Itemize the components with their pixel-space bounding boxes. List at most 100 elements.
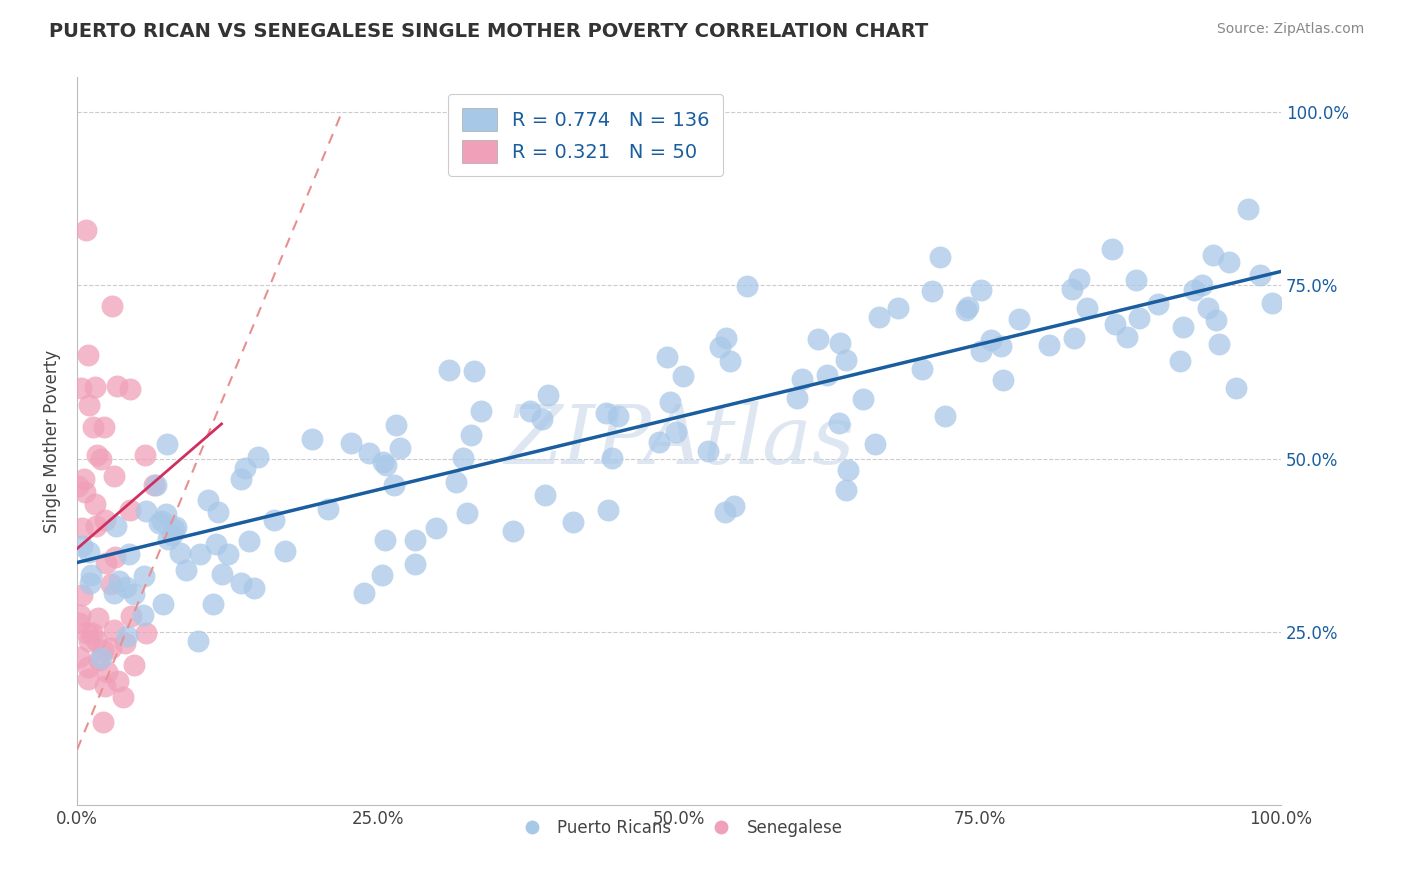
Point	[94, 556, 117, 570]
Point	[76, 223, 98, 237]
Point	[385, 417, 408, 432]
Point	[103, 586, 125, 600]
Point	[101, 299, 124, 313]
Point	[1261, 295, 1284, 310]
Point	[152, 597, 174, 611]
Point	[242, 581, 264, 595]
Point	[150, 514, 173, 528]
Point	[714, 505, 737, 519]
Point	[437, 362, 460, 376]
Point	[723, 500, 745, 514]
Point	[607, 409, 630, 424]
Point	[955, 302, 977, 317]
Point	[709, 340, 731, 354]
Point	[120, 608, 142, 623]
Point	[991, 373, 1014, 387]
Point	[463, 364, 485, 378]
Point	[562, 516, 585, 530]
Point	[91, 714, 114, 729]
Point	[96, 665, 118, 679]
Point	[122, 658, 145, 673]
Point	[76, 348, 98, 362]
Point	[970, 344, 993, 359]
Point	[156, 533, 179, 547]
Point	[1069, 272, 1091, 286]
Point	[205, 537, 228, 551]
Point	[231, 575, 253, 590]
Point	[155, 507, 177, 521]
Point	[425, 521, 447, 535]
Point	[148, 516, 170, 530]
Point	[160, 527, 183, 541]
Point	[70, 521, 93, 535]
Point	[1008, 312, 1031, 326]
Point	[371, 568, 394, 582]
Point	[792, 372, 814, 386]
Point	[114, 580, 136, 594]
Point	[404, 557, 426, 571]
Point	[84, 519, 107, 533]
Point	[118, 382, 141, 396]
Point	[1171, 320, 1194, 334]
Point	[835, 352, 858, 367]
Point	[382, 478, 405, 492]
Point	[697, 444, 720, 458]
Point	[107, 673, 129, 688]
Point	[80, 568, 103, 582]
Point	[70, 539, 93, 553]
Point	[132, 608, 155, 623]
Point	[122, 587, 145, 601]
Point	[112, 690, 135, 704]
Point	[1184, 283, 1206, 297]
Point	[87, 611, 110, 625]
Point	[596, 503, 619, 517]
Point	[1208, 337, 1230, 351]
Point	[135, 503, 157, 517]
Point	[87, 653, 110, 667]
Point	[444, 475, 467, 489]
Text: PUERTO RICAN VS SENEGALESE SINGLE MOTHER POVERTY CORRELATION CHART: PUERTO RICAN VS SENEGALESE SINGLE MOTHER…	[49, 22, 928, 41]
Point	[921, 284, 943, 298]
Point	[1101, 242, 1123, 256]
Point	[79, 576, 101, 591]
Point	[69, 608, 91, 623]
Point	[103, 624, 125, 638]
Point	[827, 416, 849, 430]
Point	[77, 634, 100, 648]
Point	[600, 450, 623, 465]
Point	[786, 391, 808, 405]
Point	[174, 564, 197, 578]
Point	[956, 301, 979, 315]
Point	[934, 409, 956, 423]
Point	[595, 406, 617, 420]
Point	[1125, 273, 1147, 287]
Point	[339, 436, 361, 450]
Point	[145, 478, 167, 492]
Text: ZIPAtlas: ZIPAtlas	[503, 401, 855, 481]
Point	[118, 503, 141, 517]
Point	[301, 432, 323, 446]
Point	[405, 533, 427, 547]
Point	[460, 428, 482, 442]
Point	[1147, 297, 1170, 311]
Point	[142, 478, 165, 492]
Point	[105, 379, 128, 393]
Point	[714, 331, 737, 345]
Point	[371, 455, 394, 469]
Point	[720, 354, 742, 368]
Point	[104, 519, 127, 533]
Point	[1168, 354, 1191, 368]
Point	[456, 506, 478, 520]
Point	[238, 534, 260, 549]
Point	[94, 513, 117, 527]
Point	[86, 448, 108, 462]
Point	[187, 634, 209, 648]
Point	[807, 331, 830, 345]
Point	[67, 616, 90, 631]
Point	[837, 462, 859, 476]
Point	[665, 425, 688, 439]
Point	[868, 310, 890, 324]
Point	[1191, 278, 1213, 293]
Point	[66, 478, 89, 492]
Point	[165, 520, 187, 534]
